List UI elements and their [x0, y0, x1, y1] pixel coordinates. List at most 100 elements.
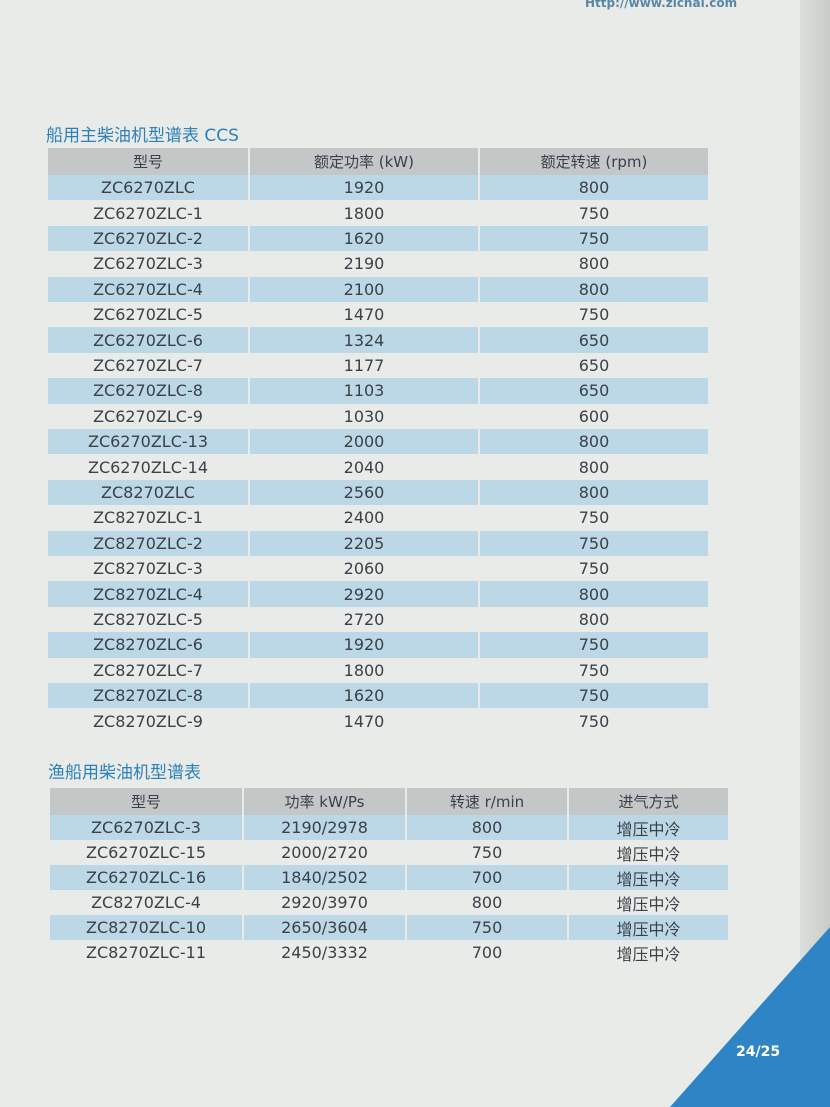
table-cell: 2000	[248, 429, 478, 455]
table-cell: 800	[478, 429, 708, 455]
table-cell: 750	[405, 915, 567, 940]
table-cell: ZC6270ZLC-8	[93, 381, 203, 401]
table-cell: 650	[478, 378, 708, 404]
table-row: ZC8270ZLC-9 1470 750	[48, 708, 708, 734]
table-cell: 增压中冷	[567, 915, 728, 940]
table-cell: 2205	[248, 530, 478, 556]
table: 型号 额定功率 (kW) 额定转速 (rpm) ZC6270ZLC 1920 800 ZC6…	[48, 148, 708, 734]
table-row: ZC6270ZLC-13 2000 800	[48, 429, 708, 455]
table-row: ZC6270ZLC-16 1840/2502 700 增压中冷	[50, 865, 728, 890]
table-cell: 750	[405, 840, 567, 865]
table-cell: 600	[478, 403, 708, 429]
table-cell: 750	[478, 505, 708, 531]
table-cell: 增压中冷	[567, 840, 728, 865]
table-cell: ZC6270ZLC-1	[93, 203, 203, 223]
table-cell: 750	[478, 530, 708, 556]
table-cell: ZC8270ZLC-6	[93, 635, 203, 655]
page-number: 24/25	[736, 1044, 781, 1060]
table-cell: 750	[478, 302, 708, 328]
column-header: 型号	[132, 153, 163, 171]
table-row: ZC6270ZLC-1 1800 750	[48, 200, 708, 226]
table-cell: 750	[478, 632, 708, 658]
table-row: ZC6270ZLC-3 2190/2978 800 增压中冷	[50, 815, 728, 840]
table-cell: ZC6270ZLC-14	[87, 457, 209, 477]
table-cell: 700	[405, 940, 567, 965]
table-row: ZC6270ZLC-5 1470 750	[48, 302, 708, 328]
table-cell: ZC8270ZLC-7	[93, 660, 203, 680]
table-cell: 2450/3332	[242, 940, 405, 965]
column-header: 型号	[130, 793, 161, 811]
table-cell: ZC8270ZLC-9	[93, 711, 203, 731]
table-cell: 2100	[248, 276, 478, 302]
table-cell: 750	[478, 683, 708, 709]
table-cell: 2040	[248, 454, 478, 480]
table-cell: 800	[478, 175, 708, 201]
table-row: ZC6270ZLC-6 1324 650	[48, 327, 708, 353]
table-row: ZC6270ZLC-14 2040 800	[48, 454, 708, 480]
table-cell: 2920/3970	[242, 890, 405, 915]
table-row: ZC6270ZLC-2 1620 750	[48, 225, 708, 252]
table-cell: ZC6270ZLC-5	[93, 305, 203, 325]
table-cell: ZC8270ZLC	[101, 482, 195, 502]
table-title: 渔船用柴油机型谱表	[48, 763, 201, 783]
table-cell: 750	[478, 200, 708, 226]
table-cell: ZC6270ZLC-9	[93, 406, 203, 426]
table-row: ZC8270ZLC-10 2650/3604 750 增压中冷	[50, 915, 728, 940]
column-header: 进气方式	[567, 788, 728, 815]
table-cell: ZC8270ZLC-2	[93, 533, 203, 553]
corner-decoration	[670, 927, 830, 1107]
column-header: 功率 kW/Ps	[242, 788, 405, 815]
table-cell: 800	[478, 479, 708, 506]
table-cell: 2060	[248, 556, 478, 582]
table-cell: 750	[478, 657, 708, 683]
table-cell: 1470	[248, 708, 478, 734]
table-cell: ZC8270ZLC-1	[93, 508, 203, 528]
table-cell: 2650/3604	[242, 915, 405, 940]
table-cell: 1920	[248, 175, 478, 201]
table-cell: 800	[405, 890, 567, 915]
table-cell: ZC8270ZLC-10	[85, 918, 207, 937]
table-cell: ZC6270ZLC	[101, 178, 195, 198]
table-cell: 650	[478, 352, 708, 379]
table-cell: ZC8270ZLC-4	[93, 584, 203, 604]
table-cell: 增压中冷	[567, 890, 728, 915]
table-cell: 1800	[248, 657, 478, 683]
table-cell: 2560	[248, 479, 478, 506]
table-row: ZC6270ZLC 1920 800	[48, 175, 708, 201]
table-row: ZC6270ZLC-4 2100 800	[48, 276, 708, 302]
table-cell: 750	[478, 708, 708, 734]
table-cell: ZC6270ZLC-7	[93, 355, 203, 375]
table-cell: ZC8270ZLC-4	[91, 893, 201, 912]
table-row: ZC8270ZLC-6 1920 750	[48, 632, 708, 658]
header-row: 型号 额定功率 (kW) 额定转速 (rpm)	[48, 148, 708, 175]
table-cell: 增压中冷	[567, 815, 728, 840]
table-cell: 800	[478, 251, 708, 277]
table-cell: ZC6270ZLC-2	[93, 228, 203, 248]
table-row: ZC6270ZLC-3 2190 800	[48, 251, 708, 277]
table-cell: 800	[478, 581, 708, 607]
table-cell: ZC6270ZLC-6	[93, 330, 203, 350]
table-row: ZC6270ZLC-7 1177 650	[48, 352, 708, 379]
table-row: ZC8270ZLC 2560 800	[48, 479, 708, 506]
table-cell: 2190	[248, 251, 478, 277]
table-cell: 800	[478, 606, 708, 633]
table-cell: 750	[478, 556, 708, 582]
table-cell: 1620	[248, 225, 478, 252]
table-cell: ZC6270ZLC-15	[85, 843, 207, 862]
table-cell: 750	[478, 225, 708, 252]
table-row: ZC8270ZLC-4 2920/3970 800 增压中冷	[50, 890, 728, 915]
table-cell: 增压中冷	[567, 940, 728, 965]
column-header: 额定转速 (rpm)	[478, 148, 708, 175]
table-row: ZC8270ZLC-5 2720 800	[48, 606, 708, 633]
table-cell: 1177	[248, 352, 478, 379]
page-edge	[800, 0, 830, 1107]
header-url: Http://www.zichai.com	[585, 0, 738, 10]
table-cell: ZC8270ZLC-3	[93, 559, 203, 579]
table-row: ZC8270ZLC-11 2450/3332 700 增压中冷	[50, 940, 728, 965]
table-cell: 1470	[248, 302, 478, 328]
table-cell: 1103	[248, 378, 478, 404]
table-cell: 1840/2502	[242, 865, 405, 890]
column-header: 额定功率 (kW)	[248, 148, 478, 175]
table-cell: ZC8270ZLC-8	[93, 686, 203, 706]
